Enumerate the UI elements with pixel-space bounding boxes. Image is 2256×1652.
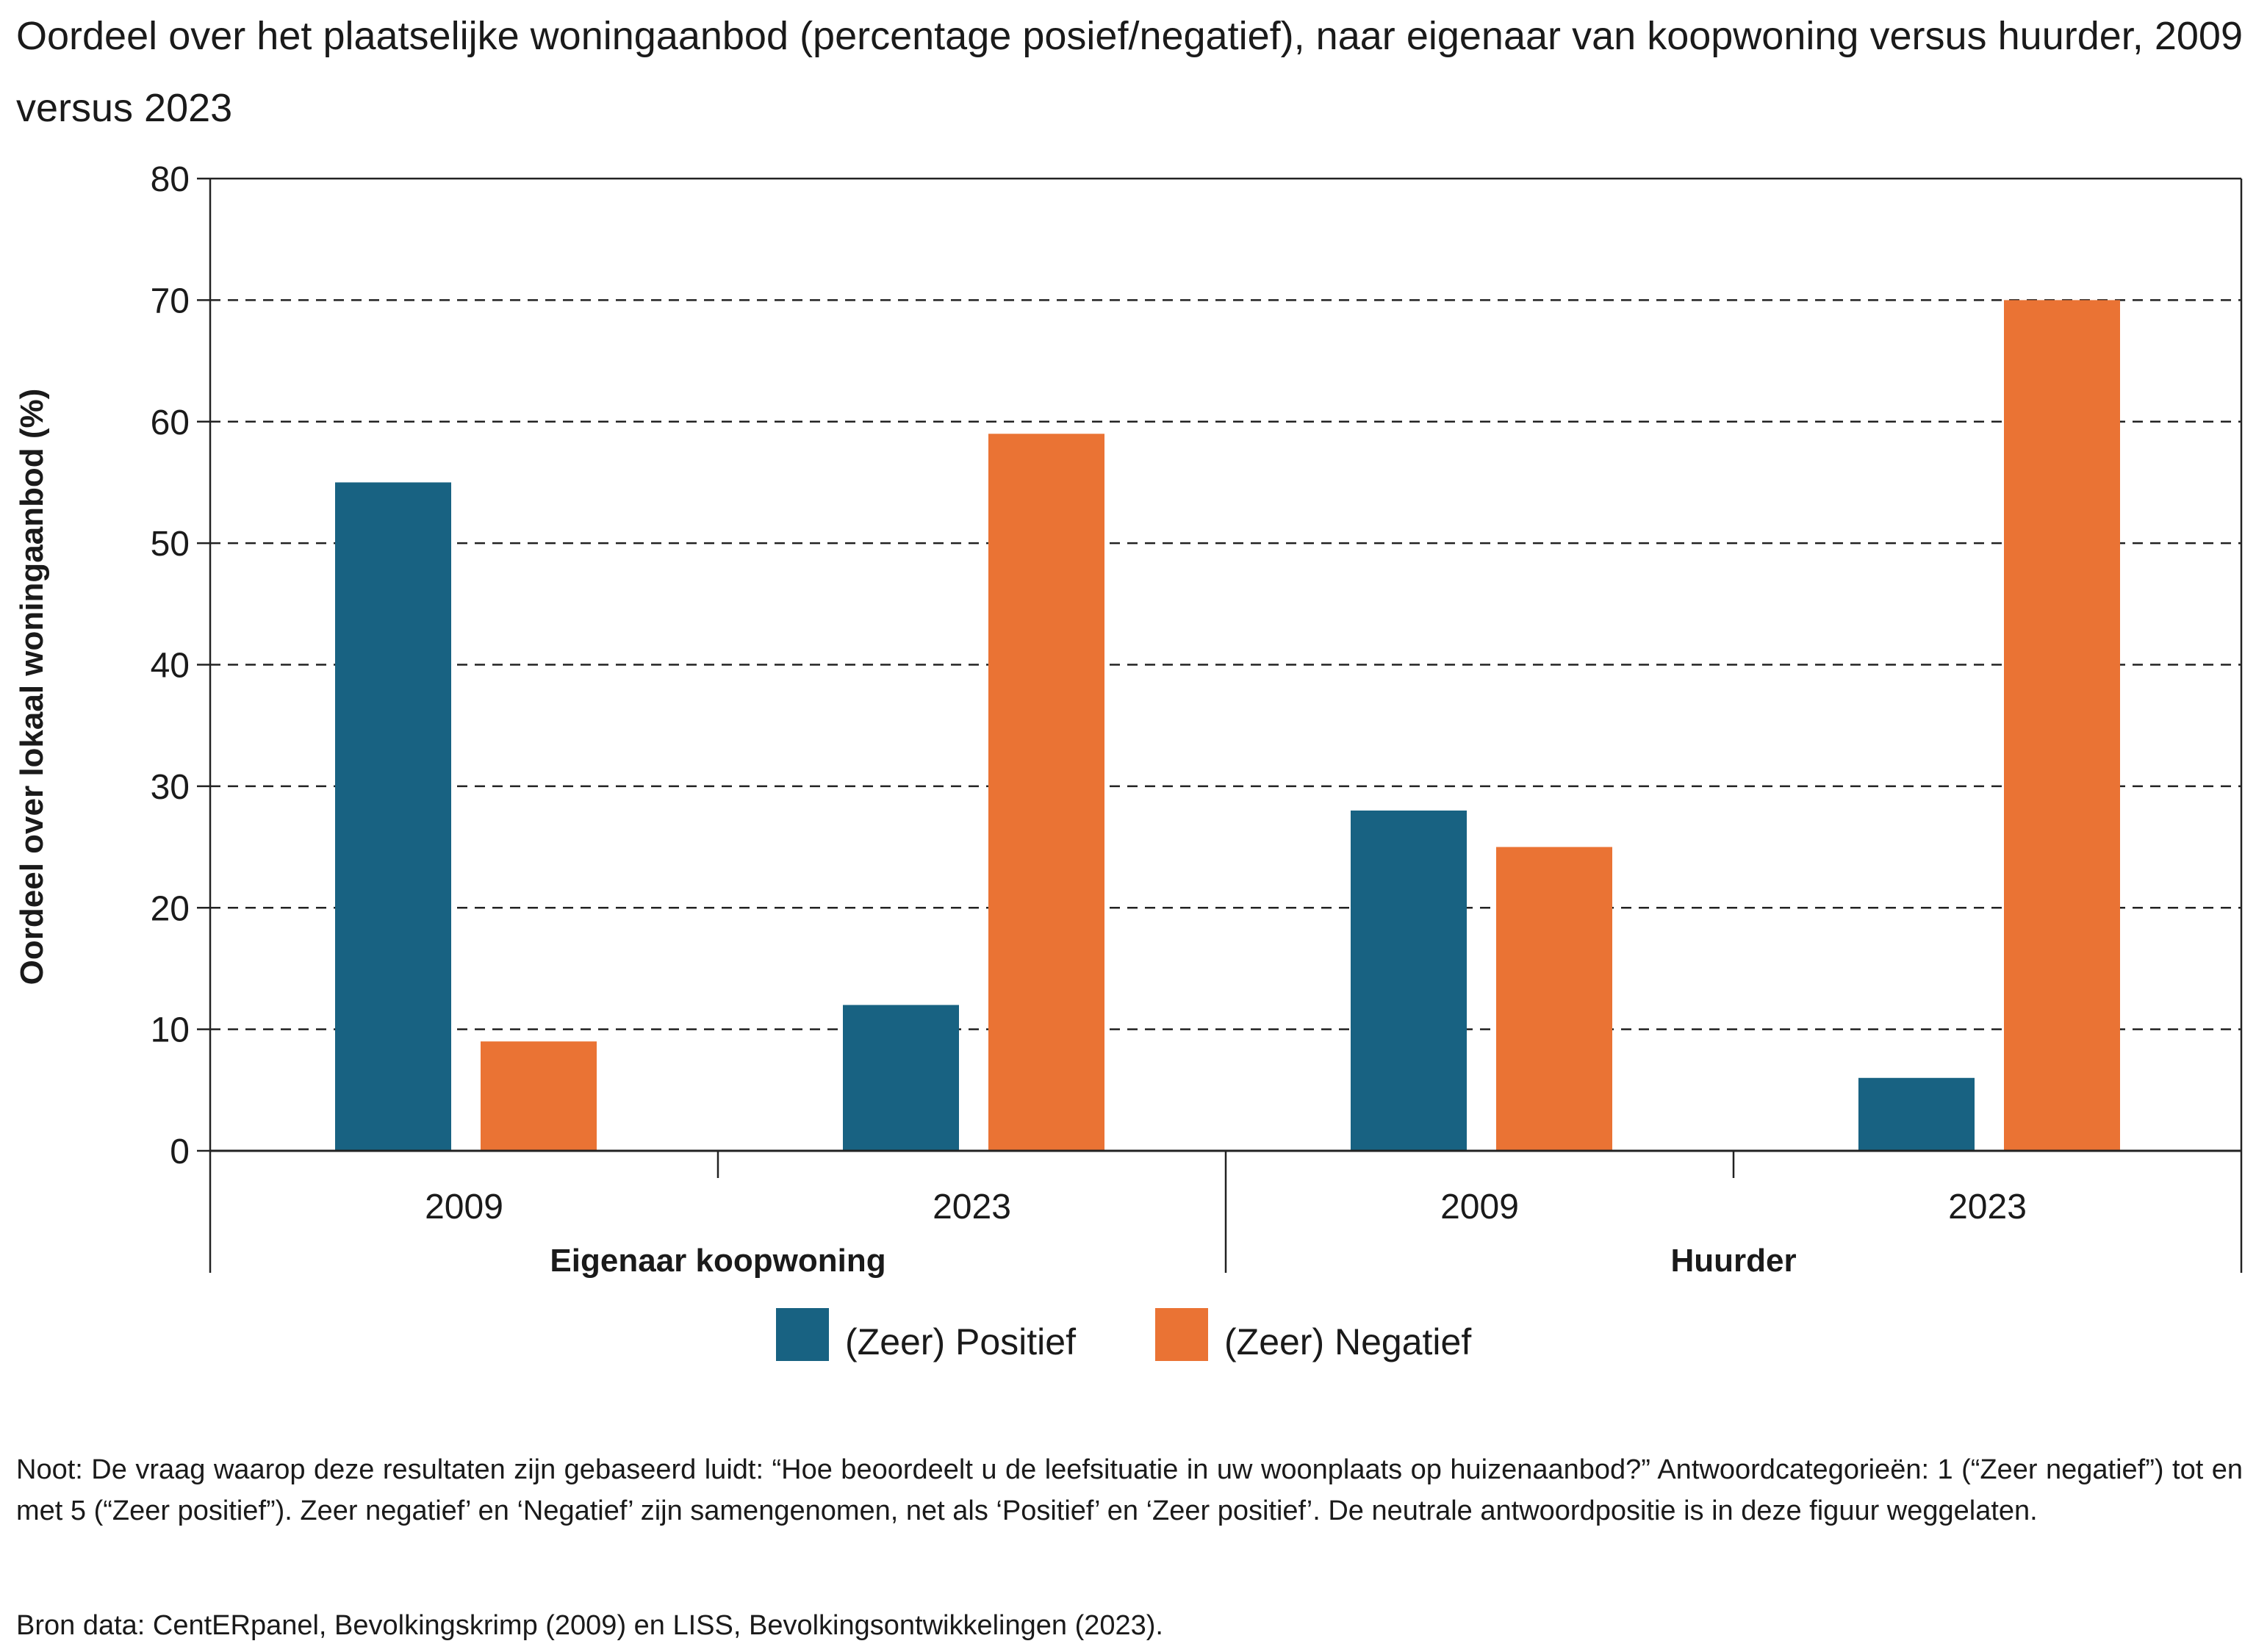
bar-negatief	[1496, 847, 1612, 1151]
bar-positief	[1858, 1077, 1975, 1151]
legend-swatch-negatief	[1155, 1308, 1208, 1361]
x-tick-label: 2009	[1440, 1188, 1519, 1227]
bar-negatief	[2004, 300, 2120, 1151]
y-tick-label: 20	[151, 889, 190, 928]
y-axis-label: Oordeel over lokaal woningaanbod (%)	[14, 389, 50, 985]
bar-chart: 0 10 20 30 40 50 60 70 80 2009 2023 2009 2023 Eigenaa…	[14, 160, 2243, 1279]
y-tick-label: 0	[170, 1132, 190, 1171]
bar-negatief	[988, 434, 1104, 1151]
x-group-label: Eigenaar koopwoning	[550, 1243, 885, 1279]
y-tick-label: 40	[151, 647, 190, 686]
x-tick-label: 2023	[933, 1188, 1011, 1227]
legend-item-negatief: (Zeer) Negatief	[1155, 1308, 1471, 1362]
legend-label-negatief: (Zeer) Negatief	[1224, 1321, 1472, 1362]
chart-title: Oordeel over het plaatselijke woningaanb…	[16, 14, 2243, 130]
y-tick-label: 60	[151, 403, 190, 442]
y-tick-label: 30	[151, 768, 190, 807]
y-tick-label: 80	[151, 160, 190, 199]
x-tick-label: 2023	[1948, 1188, 2027, 1227]
x-tick-label: 2009	[425, 1188, 503, 1227]
legend-swatch-positief	[776, 1308, 829, 1361]
y-tick-label: 70	[151, 281, 190, 320]
bar-positief	[1351, 810, 1467, 1151]
bar-positief	[335, 482, 451, 1151]
legend-item-positief: (Zeer) Positief	[776, 1308, 1076, 1362]
legend-label-positief: (Zeer) Positief	[845, 1321, 1076, 1362]
chart-note: Noot: De vraag waarop deze resultaten zi…	[16, 1454, 2243, 1526]
bar-negatief	[481, 1041, 597, 1151]
x-group-label: Huurder	[1670, 1243, 1796, 1279]
legend: (Zeer) Positief (Zeer) Negatief	[0, 1308, 2256, 1367]
y-tick-label: 50	[151, 525, 190, 564]
y-tick-label: 10	[151, 1011, 190, 1050]
chart-source: Bron data: CentERpanel, Bevolkingskrimp …	[16, 1610, 1163, 1641]
bar-positief	[843, 1005, 959, 1151]
